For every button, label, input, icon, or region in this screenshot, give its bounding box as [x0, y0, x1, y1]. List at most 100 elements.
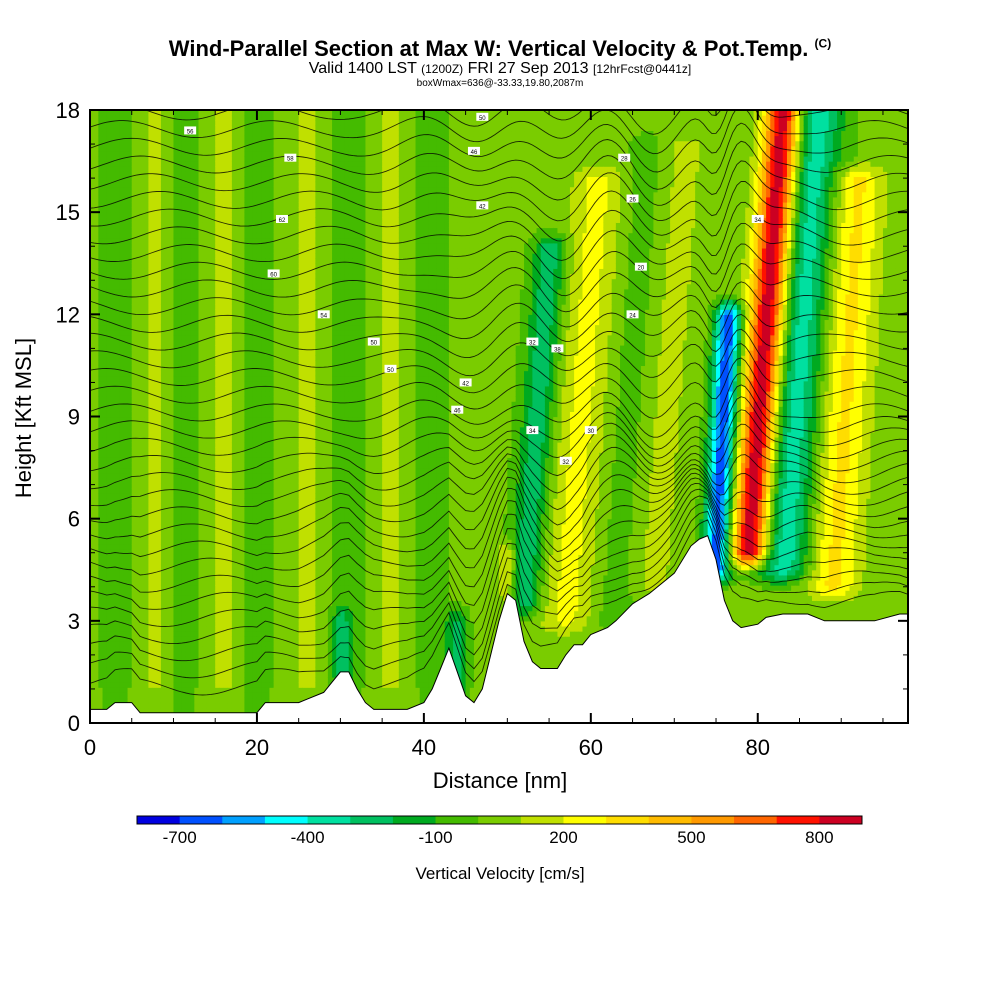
velocity-cell [223, 442, 229, 448]
velocity-cell [127, 416, 133, 423]
velocity-cell [206, 227, 212, 234]
velocity-cell [256, 196, 262, 203]
velocity-cell [144, 574, 150, 581]
velocity-cell [102, 631, 108, 637]
velocity-cell [148, 620, 154, 627]
velocity-cell [148, 283, 154, 290]
velocity-cell [148, 426, 154, 433]
velocity-cell [206, 590, 212, 596]
velocity-cell [148, 135, 154, 142]
velocity-cell [240, 334, 246, 341]
velocity-cell [115, 631, 120, 637]
velocity-cell [148, 115, 154, 121]
velocity-cell [127, 186, 133, 193]
velocity-cell [131, 319, 137, 326]
velocity-cell [211, 263, 216, 269]
velocity-cell [236, 242, 241, 249]
velocity-cell [236, 508, 241, 515]
velocity-cell [240, 620, 246, 627]
velocity-cell [115, 309, 120, 315]
velocity-cell [115, 615, 120, 622]
velocity-cell [219, 682, 225, 688]
velocity-cell [102, 171, 108, 178]
velocity-cell [236, 477, 241, 484]
velocity-cell [152, 135, 158, 142]
velocity-cell [173, 692, 179, 699]
velocity-cell [98, 574, 104, 581]
velocity-cell [98, 585, 104, 591]
velocity-cell [135, 186, 141, 193]
velocity-cell [227, 401, 233, 407]
velocity-cell [190, 237, 195, 244]
velocity-cell [219, 600, 225, 607]
velocity-cell [244, 396, 250, 402]
velocity-cell [131, 299, 137, 305]
velocity-cell [227, 447, 233, 453]
velocity-cell [223, 227, 229, 234]
velocity-cell [127, 242, 133, 249]
velocity-cell [248, 217, 254, 223]
velocity-cell [194, 396, 200, 402]
velocity-cell [177, 339, 183, 346]
velocity-cell [98, 467, 104, 474]
velocity-cell [185, 145, 191, 152]
velocity-cell [115, 125, 120, 132]
velocity-cell [181, 646, 187, 653]
velocity-cell [98, 375, 104, 382]
velocity-cell [144, 523, 150, 530]
velocity-cell [185, 329, 191, 336]
velocity-cell [181, 431, 187, 438]
velocity-cell [165, 207, 170, 213]
velocity-cell [131, 682, 137, 688]
velocity-cell [90, 585, 95, 591]
velocity-cell [227, 569, 233, 576]
velocity-cell [190, 222, 195, 229]
velocity-cell [140, 549, 145, 556]
velocity-cell [252, 702, 258, 709]
velocity-cell [202, 150, 208, 157]
velocity-cell [144, 585, 150, 591]
velocity-cell [223, 687, 229, 693]
velocity-cell [123, 426, 129, 433]
velocity-cell [119, 380, 124, 387]
velocity-cell [227, 600, 233, 607]
velocity-cell [177, 472, 183, 479]
velocity-cell [165, 436, 170, 443]
velocity-cell [127, 207, 133, 213]
velocity-cell [240, 513, 246, 520]
velocity-cell [177, 508, 183, 515]
velocity-cell [165, 283, 170, 290]
velocity-cell [152, 242, 158, 249]
velocity-cell [240, 631, 246, 637]
velocity-cell [231, 421, 237, 428]
velocity-cell [115, 237, 120, 244]
velocity-cell [211, 155, 216, 162]
velocity-cell [227, 309, 233, 315]
velocity-cell [119, 385, 124, 392]
velocity-cell [98, 559, 104, 566]
velocity-cell [244, 615, 250, 622]
velocity-cell [223, 385, 229, 392]
velocity-cell [252, 666, 258, 673]
velocity-cell [185, 299, 191, 305]
velocity-cell [123, 533, 129, 540]
velocity-cell [223, 426, 229, 433]
velocity-cell [223, 166, 229, 172]
velocity-cell [240, 646, 246, 653]
velocity-cell [106, 120, 112, 126]
velocity-cell [227, 472, 233, 479]
velocity-cell [190, 498, 195, 504]
velocity-cell [215, 135, 220, 142]
velocity-cell [240, 227, 246, 234]
velocity-cell [144, 120, 150, 126]
velocity-cell [123, 590, 129, 596]
velocity-cell [231, 396, 237, 402]
velocity-cell [206, 426, 212, 433]
velocity-cell [173, 181, 179, 188]
velocity-cell [240, 201, 246, 208]
velocity-cell [190, 258, 195, 264]
velocity-cell [252, 237, 258, 244]
velocity-cell [202, 355, 208, 361]
velocity-cell [248, 115, 254, 121]
velocity-cell [211, 191, 216, 198]
